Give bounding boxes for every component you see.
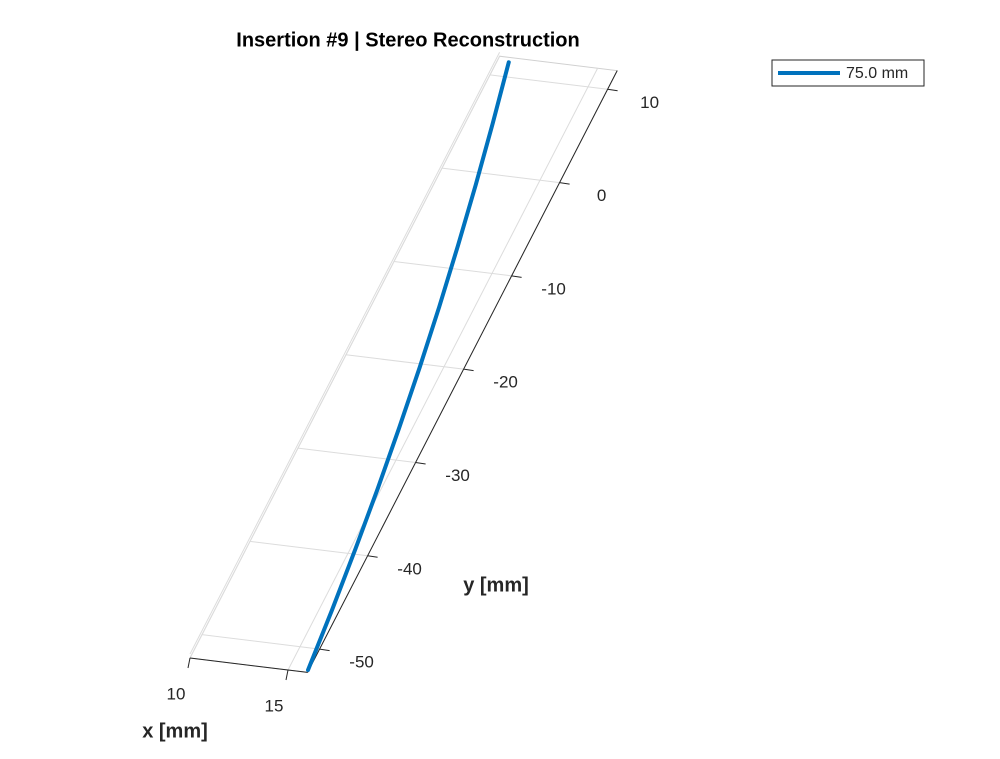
grid-line [189,55,501,659]
x-axis-label: x [mm] [142,720,208,742]
y-tick-label: -30 [445,466,470,485]
chart-title: Insertion #9 | Stereo Reconstruction [236,29,579,51]
curve [306,60,511,672]
y-tick [463,368,474,372]
y-tick [367,555,378,558]
back-wall [189,51,501,655]
legend-label: 75.0 mm [846,65,908,82]
y-tick-label: -40 [397,559,422,578]
y-tick [607,88,618,92]
y-tick-label: -20 [493,373,518,392]
y-tick-label: 0 [597,186,606,205]
x-tick-label: 15 [265,696,284,715]
grid-line [287,67,599,671]
y-tick-label: -10 [541,279,566,298]
x-tick [187,657,191,669]
x-tick [285,669,289,681]
axes-box [189,55,618,673]
y-axis-line [307,70,618,673]
y-tick-label: -50 [349,653,374,672]
y-tick [319,648,330,652]
y-tick [559,182,570,185]
y-axis-label: y [mm] [463,574,529,596]
x-tick-label: 10 [167,684,186,703]
y-tick-label: 10 [640,93,659,112]
y-tick [511,275,522,278]
y-tick [415,461,426,465]
